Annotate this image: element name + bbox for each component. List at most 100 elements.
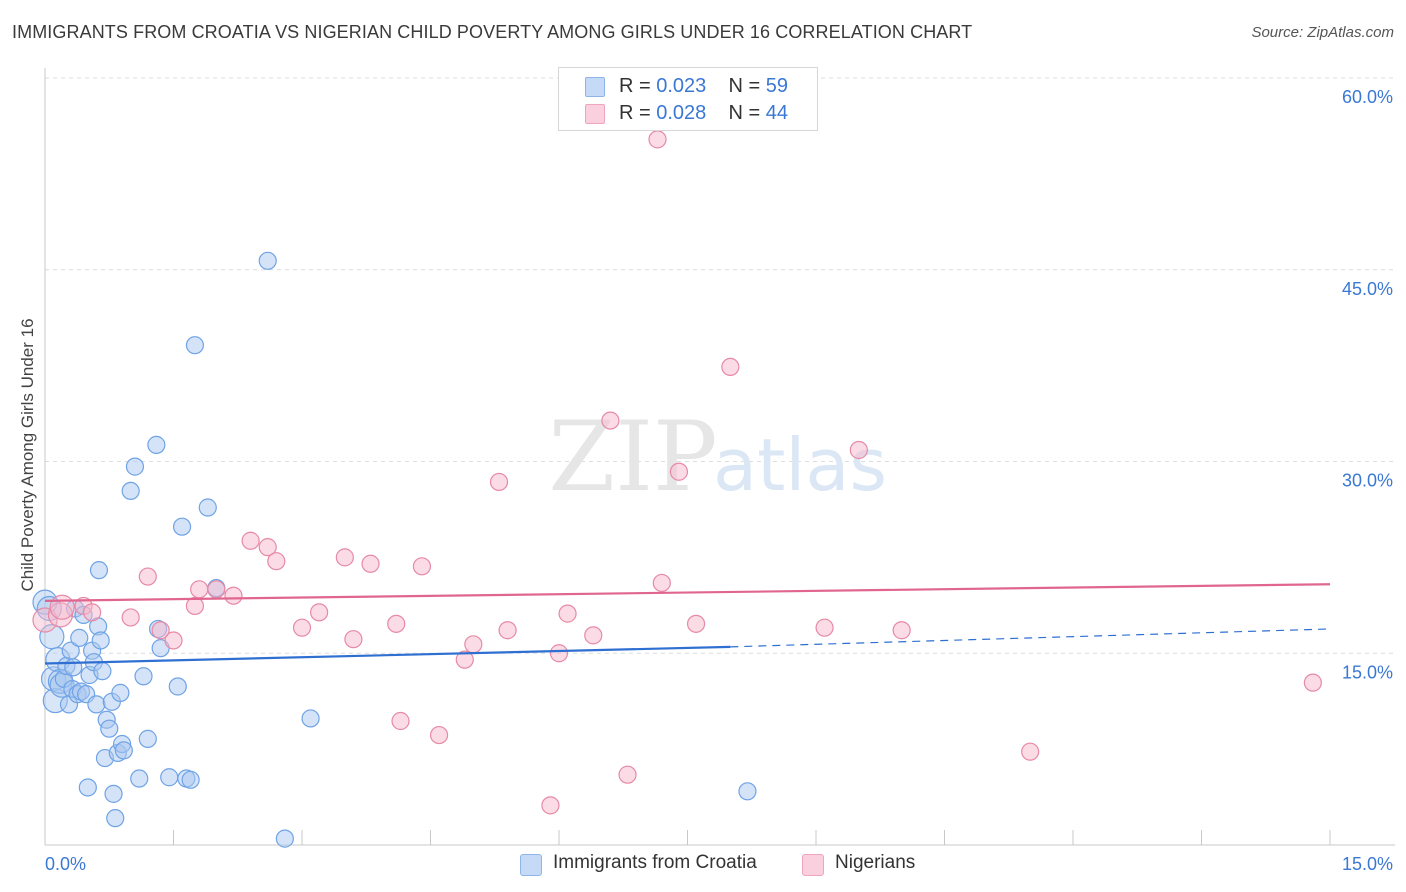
nigerians-swatch bbox=[585, 104, 605, 124]
nigerian-point bbox=[1021, 742, 1040, 761]
nigerian-point bbox=[83, 603, 102, 622]
y-tick-label: 60.0% bbox=[1342, 87, 1393, 107]
n-value: 59 bbox=[765, 75, 789, 97]
nigerian-point bbox=[464, 635, 483, 654]
gridlines bbox=[45, 77, 1395, 654]
croatia-point bbox=[185, 336, 205, 355]
croatia-point bbox=[258, 251, 277, 270]
y-tick-label: 15.0% bbox=[1342, 662, 1393, 682]
nigerian-point bbox=[224, 586, 243, 605]
nigerian-point bbox=[558, 604, 577, 623]
nigerian-point bbox=[669, 462, 689, 481]
croatia-trend-extension bbox=[730, 628, 1331, 648]
croatia-point bbox=[738, 782, 757, 801]
x-tick-label: 0.0% bbox=[45, 854, 86, 874]
nigerian-point bbox=[455, 650, 474, 669]
nigerian-point bbox=[489, 472, 509, 492]
croatia-point bbox=[301, 709, 320, 728]
nigerian-point bbox=[258, 538, 277, 557]
nigerian-point bbox=[267, 552, 286, 571]
nigerian-point bbox=[391, 711, 410, 731]
croatia-point bbox=[130, 769, 149, 788]
croatia-point bbox=[70, 628, 89, 648]
croatia-point bbox=[114, 741, 133, 760]
croatia-point bbox=[100, 719, 119, 738]
nigerian-point bbox=[344, 630, 363, 649]
croatia-point bbox=[125, 457, 145, 476]
nigerian-point bbox=[49, 594, 75, 620]
croatia-swatch bbox=[585, 77, 605, 97]
nigerian-point bbox=[815, 618, 834, 637]
nigerian-point bbox=[207, 580, 226, 599]
n-label: N = bbox=[728, 102, 766, 124]
croatia-point bbox=[89, 561, 109, 580]
tick-labels: 15.0% 30.0% 45.0% 60.0% 0.0% 15.0% bbox=[45, 87, 1393, 874]
y-tick-label: 30.0% bbox=[1342, 471, 1393, 491]
nigerian-point bbox=[429, 725, 449, 745]
nigerian-point bbox=[1303, 673, 1322, 692]
nigerian-point bbox=[412, 557, 432, 576]
nigerian-point bbox=[541, 796, 560, 815]
trend-lines bbox=[44, 583, 1331, 665]
croatia-point bbox=[198, 498, 217, 517]
nigerian-point bbox=[652, 573, 671, 593]
nigerian-point bbox=[361, 554, 380, 573]
nigerians-legend-swatch bbox=[802, 854, 824, 876]
r-label: R = bbox=[619, 102, 657, 124]
nigerian-point bbox=[32, 607, 58, 633]
x-tick-label: 15.0% bbox=[1342, 854, 1393, 874]
nigerian-point bbox=[121, 608, 140, 627]
nigerian-point bbox=[601, 411, 620, 430]
croatia-point bbox=[138, 729, 157, 748]
n-label: N = bbox=[728, 75, 766, 97]
nigerians-legend-label: Nigerians bbox=[835, 852, 916, 873]
data-points bbox=[32, 130, 1322, 848]
n-value: 44 bbox=[765, 102, 789, 124]
croatia-point bbox=[168, 677, 187, 696]
nigerian-point bbox=[892, 621, 911, 640]
nigerian-point bbox=[164, 631, 183, 650]
croatia-point bbox=[87, 695, 106, 714]
nigerian-trend-line bbox=[44, 583, 1331, 602]
croatia-point bbox=[181, 770, 200, 789]
croatia-point bbox=[275, 829, 294, 848]
nigerian-point bbox=[292, 618, 312, 637]
croatia-point bbox=[104, 784, 123, 803]
watermark-zip: ZIP bbox=[548, 401, 717, 513]
croatia-point bbox=[64, 658, 83, 677]
nigerian-point bbox=[151, 621, 170, 640]
nigerian-point bbox=[686, 614, 706, 633]
nigerian-point bbox=[618, 765, 637, 784]
nigerian-point bbox=[721, 357, 740, 377]
nigerian-point bbox=[47, 602, 74, 628]
nigerian-point bbox=[648, 130, 667, 149]
croatia-point bbox=[93, 662, 112, 681]
croatia-legend-swatch bbox=[520, 854, 542, 876]
croatia-point bbox=[121, 481, 140, 501]
nigerian-point bbox=[498, 621, 517, 640]
chart-title: IMMIGRANTS FROM CROATIA VS NIGERIAN CHIL… bbox=[12, 22, 973, 42]
nigerian-point bbox=[387, 614, 406, 633]
nigerian-point bbox=[241, 531, 260, 550]
nigerian-point bbox=[549, 644, 569, 663]
y-axis-label: Child Poverty Among Girls Under 16 bbox=[18, 318, 37, 591]
source-credit: Source: ZipAtlas.com bbox=[1251, 24, 1394, 41]
croatia-point bbox=[134, 667, 153, 686]
r-value: 0.028 bbox=[656, 102, 707, 124]
stats-legend: R = 0.023 N = 59 R = 0.028 N = 44 bbox=[558, 67, 818, 131]
r-value: 0.023 bbox=[656, 75, 707, 97]
croatia-point bbox=[106, 809, 125, 828]
nigerian-point bbox=[849, 440, 868, 460]
croatia-legend-label: Immigrants from Croatia bbox=[553, 852, 757, 873]
croatia-point bbox=[78, 778, 97, 797]
croatia-point bbox=[147, 435, 166, 454]
croatia-point bbox=[111, 683, 130, 702]
nigerian-point bbox=[310, 603, 329, 622]
nigerian-point bbox=[138, 567, 157, 586]
axes bbox=[44, 68, 1395, 846]
croatia-trend-line bbox=[44, 645, 731, 665]
nigerian-point bbox=[335, 548, 354, 567]
nigerian-point bbox=[185, 596, 205, 616]
nigerian-point bbox=[190, 580, 209, 599]
